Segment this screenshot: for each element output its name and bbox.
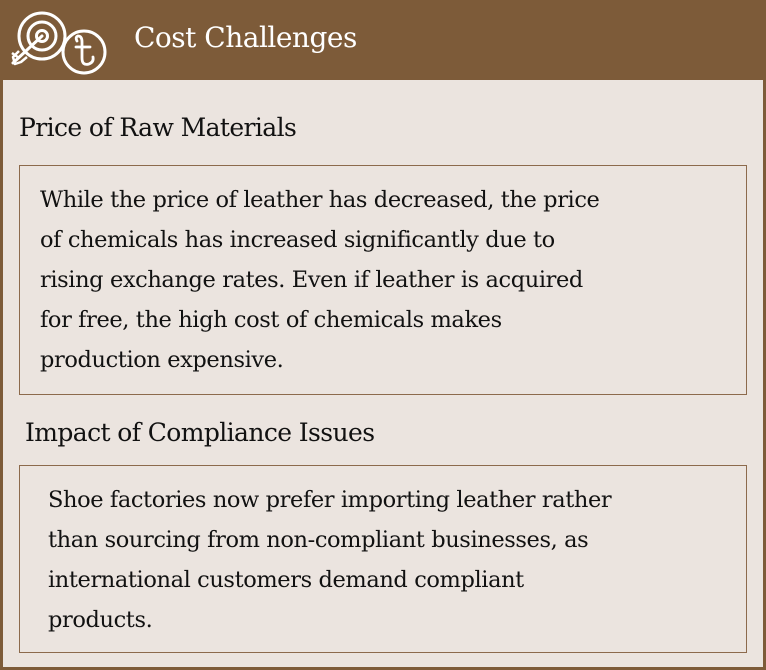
raw-materials-text-box: While the price of leather has decreased…: [19, 165, 747, 395]
section-heading-compliance: Impact of Compliance Issues: [25, 418, 375, 447]
text-line: than sourcing from non-compliant busines…: [48, 527, 589, 553]
text-line: of chemicals has increased significantly…: [40, 227, 555, 253]
compliance-paragraph: Shoe factories now prefer importing leat…: [48, 480, 612, 640]
text-line: production expensive.: [40, 347, 284, 373]
text-line: Shoe factories now prefer importing leat…: [48, 487, 612, 513]
text-line: While the price of leather has decreased…: [40, 187, 600, 213]
compliance-text-box: Shoe factories now prefer importing leat…: [19, 465, 747, 653]
text-line: products.: [48, 607, 153, 633]
card-header: Cost Challenges: [0, 0, 766, 80]
card-title: Cost Challenges: [134, 21, 357, 54]
text-line: rising exchange rates. Even if leather i…: [40, 267, 583, 293]
section-heading-raw-materials: Price of Raw Materials: [19, 113, 297, 142]
raw-materials-paragraph: While the price of leather has decreased…: [40, 180, 600, 380]
text-line: for free, the high cost of chemicals mak…: [40, 307, 502, 333]
text-line: international customers demand compliant: [48, 567, 524, 593]
content-panel: Price of Raw Materials While the price o…: [3, 80, 763, 667]
target-arrow-taka-icon: [11, 11, 107, 75]
